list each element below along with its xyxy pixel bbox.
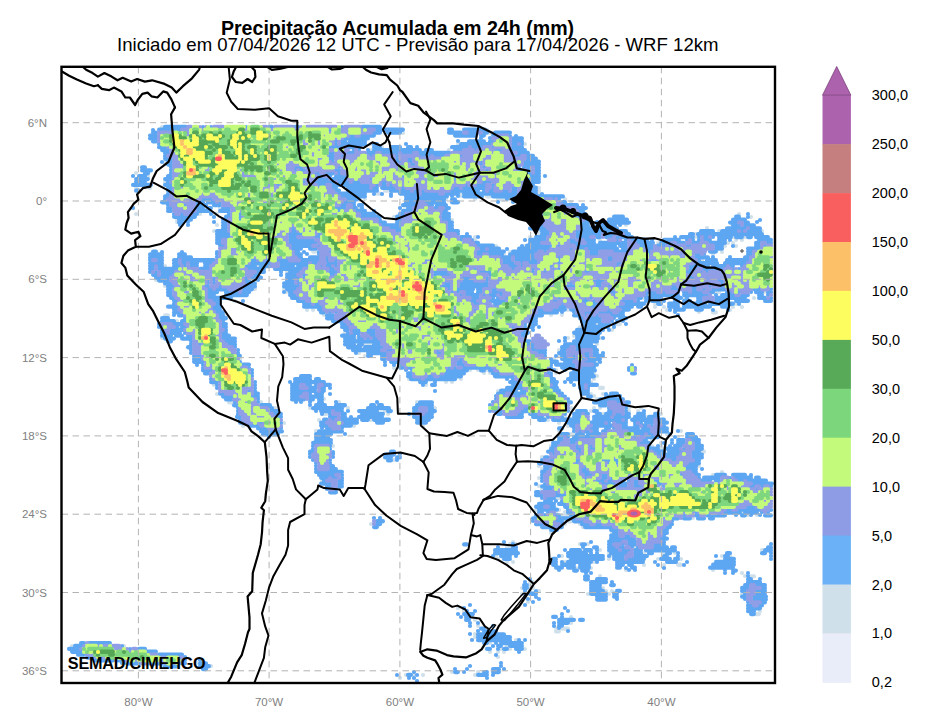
svg-text:0°: 0° [36, 195, 47, 207]
svg-text:300,0: 300,0 [872, 87, 908, 103]
svg-text:2,0: 2,0 [872, 577, 892, 593]
svg-text:5,0: 5,0 [872, 528, 892, 544]
svg-text:10,0: 10,0 [872, 479, 900, 495]
svg-text:250,0: 250,0 [872, 136, 908, 152]
svg-text:SEMAD/CIMEHGO: SEMAD/CIMEHGO [68, 654, 206, 672]
svg-text:50°W: 50°W [516, 696, 544, 708]
svg-text:200,0: 200,0 [872, 185, 908, 201]
svg-text:80°W: 80°W [124, 696, 152, 708]
svg-text:1,0: 1,0 [872, 625, 892, 641]
svg-text:12°S: 12°S [22, 352, 47, 364]
svg-text:Iniciado em 07/04/2026 12 UTC: Iniciado em 07/04/2026 12 UTC - Previsão… [117, 34, 719, 55]
svg-text:40°W: 40°W [647, 696, 675, 708]
svg-text:6°N: 6°N [28, 117, 47, 129]
svg-text:150,0: 150,0 [872, 234, 908, 250]
svg-text:6°S: 6°S [28, 273, 47, 285]
svg-text:30°S: 30°S [22, 587, 47, 599]
svg-text:20,0: 20,0 [872, 430, 900, 446]
svg-text:100,0: 100,0 [872, 283, 908, 299]
svg-text:36°S: 36°S [22, 665, 47, 677]
svg-text:50,0: 50,0 [872, 332, 900, 348]
svg-text:18°S: 18°S [22, 430, 47, 442]
svg-text:60°W: 60°W [386, 696, 414, 708]
svg-text:0,2: 0,2 [872, 674, 892, 690]
svg-text:70°W: 70°W [255, 696, 283, 708]
svg-text:30,0: 30,0 [872, 381, 900, 397]
svg-text:24°S: 24°S [22, 508, 47, 520]
